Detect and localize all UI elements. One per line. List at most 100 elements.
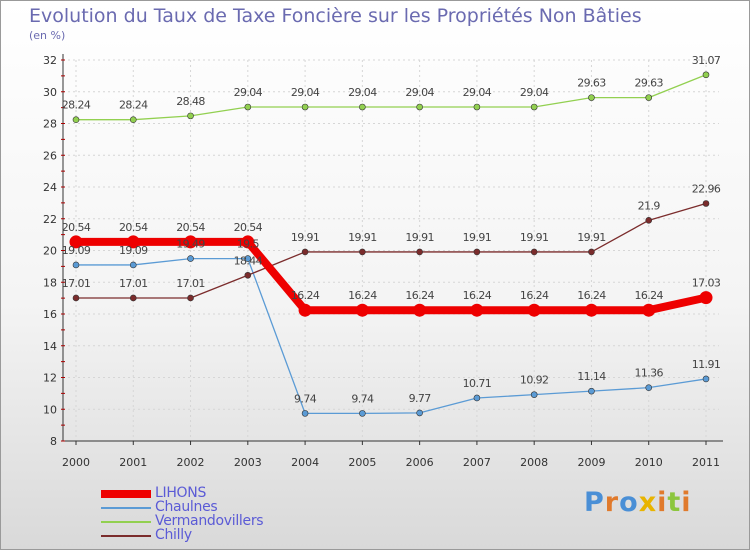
data-label: 16.24 bbox=[405, 289, 434, 302]
x-tick-label: 2002 bbox=[177, 456, 205, 469]
data-point-lihons bbox=[527, 303, 541, 317]
y-tick-label: 20 bbox=[43, 245, 57, 258]
y-tick-label: 32 bbox=[43, 54, 57, 67]
logo-letter: i bbox=[657, 487, 668, 518]
proxiti-logo: Proxiti bbox=[584, 487, 692, 518]
legend-label: Chaulnes bbox=[155, 499, 218, 515]
data-label: 11.14 bbox=[577, 370, 606, 383]
data-point-chilly bbox=[244, 271, 252, 279]
data-label: 29.04 bbox=[291, 86, 320, 99]
data-point-lihons bbox=[69, 235, 83, 249]
data-label: 17.01 bbox=[119, 277, 148, 290]
data-point-chaulnes bbox=[244, 255, 252, 262]
data-point-chilly bbox=[187, 294, 194, 302]
data-label: 9.77 bbox=[409, 392, 432, 405]
data-point-lihons bbox=[126, 235, 140, 249]
data-point-chaulnes bbox=[187, 255, 194, 262]
logo-letter: i bbox=[681, 487, 692, 518]
data-point-chaulnes bbox=[72, 261, 80, 269]
logo-letter: t bbox=[667, 487, 682, 518]
x-tick-label: 2007 bbox=[463, 456, 491, 469]
data-label: 19.91 bbox=[348, 231, 377, 244]
data-labels: 20.54 20.54 20.54 20.54 16.24 16.24 16.24 16.24… bbox=[62, 54, 722, 406]
data-point-vermandovillers bbox=[187, 112, 194, 120]
data-point-lihons bbox=[241, 235, 255, 249]
data-label: 17.03 bbox=[692, 277, 721, 290]
y-tick-label: 22 bbox=[43, 213, 57, 226]
series-line-vermandovillers bbox=[75, 74, 707, 121]
y-tick-label: 16 bbox=[43, 308, 57, 321]
legend-swatch bbox=[101, 535, 151, 537]
data-point-lihons bbox=[184, 235, 198, 249]
data-point-vermandovillers bbox=[588, 94, 595, 101]
x-tick-label: 2004 bbox=[291, 456, 319, 469]
axes: 8 10 12 14 16 18 20 22 24 26 28 30 32 2000 2001 2002 200… bbox=[43, 54, 723, 469]
data-point-vermandovillers bbox=[359, 103, 366, 111]
data-point-chaulnes bbox=[530, 391, 538, 398]
y-tick-label: 30 bbox=[43, 86, 57, 99]
data-label: 10.92 bbox=[520, 374, 549, 387]
data-label: 19.49 bbox=[176, 238, 205, 251]
data-label: 19.91 bbox=[405, 231, 434, 244]
data-point-lihons bbox=[355, 303, 369, 317]
data-label: 9.74 bbox=[351, 392, 374, 405]
data-label: 19.09 bbox=[62, 244, 91, 257]
legend-label: LIHONS bbox=[155, 485, 207, 501]
data-point-vermandovillers bbox=[416, 103, 423, 111]
data-point-lihons bbox=[470, 303, 484, 317]
data-point-vermandovillers bbox=[244, 103, 252, 111]
x-tick-label: 2005 bbox=[348, 456, 376, 469]
data-point-vermandovillers bbox=[301, 103, 309, 111]
data-label: 31.07 bbox=[692, 54, 721, 67]
data-point-chilly bbox=[588, 248, 595, 256]
x-tick-label: 2008 bbox=[520, 456, 548, 469]
data-label: 19.91 bbox=[577, 231, 606, 244]
data-label: 10.71 bbox=[463, 377, 492, 390]
data-point-lihons bbox=[413, 303, 427, 317]
grid bbox=[63, 59, 719, 442]
data-label: 20.54 bbox=[176, 221, 205, 234]
data-point-vermandovillers bbox=[473, 103, 481, 111]
series-line-chaulnes bbox=[75, 257, 707, 415]
logo-letter: P bbox=[584, 487, 605, 518]
data-point-chilly bbox=[301, 248, 309, 256]
data-label: 19.91 bbox=[520, 231, 549, 244]
legend-item-chaulnes: Chaulnes bbox=[101, 499, 341, 515]
data-label: 29.04 bbox=[463, 86, 492, 99]
data-label: 11.91 bbox=[692, 358, 721, 371]
data-label: 19.91 bbox=[463, 231, 492, 244]
data-point-lihons bbox=[298, 303, 312, 317]
y-tick-label: 12 bbox=[43, 372, 57, 385]
data-label: 29.04 bbox=[520, 86, 549, 99]
legend-item-vermandovillers: Vermandovillers bbox=[101, 513, 341, 529]
legend-label: Chilly bbox=[155, 527, 192, 543]
x-tick-label: 2009 bbox=[577, 456, 605, 469]
data-point-chaulnes bbox=[301, 410, 309, 417]
data-point-chilly bbox=[702, 200, 710, 207]
data-label: 16.24 bbox=[291, 289, 320, 302]
data-point-chaulnes bbox=[588, 387, 595, 395]
legend-label: Vermandovillers bbox=[155, 513, 264, 529]
data-label: 28.24 bbox=[62, 99, 91, 112]
data-label: 19.5 bbox=[237, 238, 260, 251]
data-point-lihons bbox=[699, 291, 713, 305]
x-tick-label: 2006 bbox=[406, 456, 434, 469]
legend-item-chilly: Chilly bbox=[101, 527, 341, 543]
data-point-chaulnes bbox=[416, 409, 423, 417]
data-label: 29.63 bbox=[577, 77, 606, 90]
y-tick-label: 24 bbox=[43, 181, 57, 194]
series-line-chilly bbox=[75, 202, 707, 299]
y-tick-label: 14 bbox=[43, 340, 57, 353]
data-point-vermandovillers bbox=[645, 94, 653, 101]
data-point-vermandovillers bbox=[72, 116, 80, 123]
data-label: 29.04 bbox=[234, 86, 263, 99]
data-label: 16.24 bbox=[348, 289, 377, 302]
x-tick-label: 2011 bbox=[692, 456, 720, 469]
legend-swatch bbox=[101, 521, 151, 523]
data-label: 20.54 bbox=[234, 221, 263, 234]
data-point-chilly bbox=[359, 248, 366, 256]
data-point-vermandovillers bbox=[702, 71, 710, 79]
y-tick-label: 26 bbox=[43, 149, 57, 162]
data-label: 29.63 bbox=[634, 77, 663, 90]
data-label: 16.24 bbox=[520, 289, 549, 302]
